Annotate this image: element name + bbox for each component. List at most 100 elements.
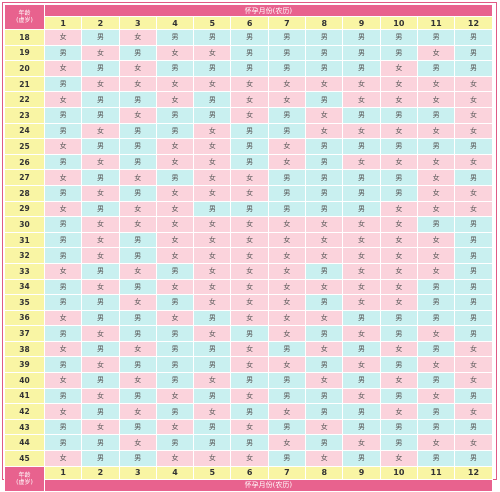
gender-cell: 女 bbox=[230, 106, 269, 124]
age-row-25: 25 女男男女女男女男男男男男 bbox=[4, 138, 493, 155]
gender-cell: 女 bbox=[267, 247, 307, 264]
gender-cell: 女 bbox=[230, 247, 269, 264]
gender-cell: 男 bbox=[416, 138, 456, 155]
gender-cell: 女 bbox=[193, 262, 232, 280]
gender-cell: 女 bbox=[305, 216, 344, 233]
gender-cell: 女 bbox=[155, 184, 195, 202]
gender-cell: 女 bbox=[155, 247, 195, 264]
gender-cell: 男 bbox=[81, 372, 120, 389]
gender-cell: 女 bbox=[230, 262, 269, 280]
age-row-28: 28 男女男女女女男男男男女女 bbox=[4, 184, 493, 202]
gender-cell: 男 bbox=[305, 403, 344, 420]
gender-cell: 女 bbox=[155, 309, 195, 327]
gender-cell: 男 bbox=[81, 138, 120, 155]
footer-month-6: 6 bbox=[230, 465, 269, 480]
month-banner-header: 怀孕月份(农历) bbox=[44, 4, 493, 17]
gender-cell: 女 bbox=[193, 325, 232, 342]
gender-cell: 男 bbox=[81, 29, 120, 46]
gender-cell: 男 bbox=[43, 231, 83, 249]
gender-cell: 男 bbox=[267, 450, 307, 467]
gender-cell: 女 bbox=[81, 153, 120, 171]
gender-cell: 男 bbox=[118, 138, 157, 155]
gender-cell: 女 bbox=[267, 294, 307, 311]
gender-cell: 男 bbox=[81, 340, 120, 358]
gender-cell: 女 bbox=[379, 372, 418, 389]
gender-cell: 女 bbox=[193, 153, 232, 171]
gender-cell: 男 bbox=[305, 262, 344, 280]
gender-cell: 女 bbox=[155, 418, 195, 436]
gender-cell: 女 bbox=[193, 184, 232, 202]
gender-cell: 男 bbox=[416, 294, 456, 311]
gender-cell: 女 bbox=[43, 138, 83, 155]
gender-cell: 男 bbox=[118, 356, 157, 374]
gender-cell: 女 bbox=[342, 216, 381, 233]
gender-cell: 女 bbox=[267, 278, 307, 296]
gender-cell: 女 bbox=[230, 75, 269, 93]
gender-cell: 男 bbox=[342, 372, 381, 389]
gender-cell: 男 bbox=[43, 184, 83, 202]
gender-cell: 女 bbox=[43, 29, 83, 46]
gender-cell: 女 bbox=[267, 325, 307, 342]
gender-cell: 女 bbox=[454, 356, 493, 374]
gender-cell: 男 bbox=[379, 106, 418, 124]
footer-month-10: 10 bbox=[379, 465, 418, 480]
gender-cell: 女 bbox=[342, 294, 381, 311]
gender-cell: 女 bbox=[379, 294, 418, 311]
gender-cell: 男 bbox=[305, 356, 344, 374]
gender-cell: 男 bbox=[305, 169, 344, 186]
gender-cell: 女 bbox=[342, 262, 381, 280]
gender-cell: 男 bbox=[305, 387, 344, 405]
gender-cell: 女 bbox=[454, 122, 493, 140]
gender-cell: 女 bbox=[81, 122, 120, 140]
gender-cell: 男 bbox=[454, 387, 493, 405]
gender-cell: 女 bbox=[81, 75, 120, 93]
footer-month-4: 4 bbox=[155, 465, 195, 480]
gender-cell: 男 bbox=[81, 106, 120, 124]
gender-cell: 女 bbox=[193, 372, 232, 389]
gender-cell: 男 bbox=[43, 434, 83, 452]
age-label: 29 bbox=[4, 200, 45, 218]
gender-prediction-table: 年龄 (虚岁) 怀孕月份(农历) 1 2 3 4 5 6 7 8 9 10 11 12 18 女男女男男… bbox=[4, 4, 493, 492]
gender-cell: 女 bbox=[118, 294, 157, 311]
gender-cell: 女 bbox=[43, 60, 83, 77]
age-corner-header: 年龄 (虚岁) bbox=[4, 4, 45, 30]
gender-cell: 男 bbox=[416, 60, 456, 77]
gender-cell: 女 bbox=[230, 309, 269, 327]
age-label: 24 bbox=[4, 122, 45, 140]
header-month-5: 5 bbox=[193, 16, 232, 30]
age-row-27: 27 女男女男女女男男男男女男 bbox=[4, 169, 493, 186]
gender-cell: 女 bbox=[379, 153, 418, 171]
age-label: 25 bbox=[4, 138, 45, 155]
gender-cell: 男 bbox=[454, 247, 493, 264]
gender-cell: 女 bbox=[379, 75, 418, 93]
gender-cell: 女 bbox=[230, 184, 269, 202]
gender-cell: 男 bbox=[342, 106, 381, 124]
gender-cell: 女 bbox=[416, 153, 456, 171]
gender-cell: 女 bbox=[193, 75, 232, 93]
gender-cell: 男 bbox=[416, 309, 456, 327]
age-row-31: 31 男女男女女女女女女女女男 bbox=[4, 231, 493, 249]
gender-cell: 男 bbox=[43, 294, 83, 311]
gender-cell: 女 bbox=[342, 91, 381, 108]
gender-cell: 男 bbox=[81, 91, 120, 108]
gender-cell: 男 bbox=[342, 200, 381, 218]
age-label: 26 bbox=[4, 153, 45, 171]
gender-cell: 女 bbox=[155, 278, 195, 296]
gender-cell: 女 bbox=[342, 122, 381, 140]
age-label: 18 bbox=[4, 29, 45, 46]
gender-cell: 男 bbox=[379, 356, 418, 374]
gender-cell: 男 bbox=[43, 44, 83, 62]
gender-cell: 男 bbox=[454, 418, 493, 436]
gender-cell: 女 bbox=[379, 340, 418, 358]
gender-cell: 男 bbox=[43, 387, 83, 405]
gender-cell: 男 bbox=[267, 106, 307, 124]
gender-cell: 女 bbox=[193, 294, 232, 311]
gender-cell: 男 bbox=[193, 434, 232, 452]
gender-cell: 女 bbox=[155, 91, 195, 108]
gender-cell: 女 bbox=[379, 231, 418, 249]
age-label: 42 bbox=[4, 403, 45, 420]
gender-cell: 男 bbox=[230, 200, 269, 218]
gender-cell: 男 bbox=[155, 169, 195, 186]
gender-cell: 男 bbox=[342, 169, 381, 186]
gender-cell: 男 bbox=[230, 122, 269, 140]
